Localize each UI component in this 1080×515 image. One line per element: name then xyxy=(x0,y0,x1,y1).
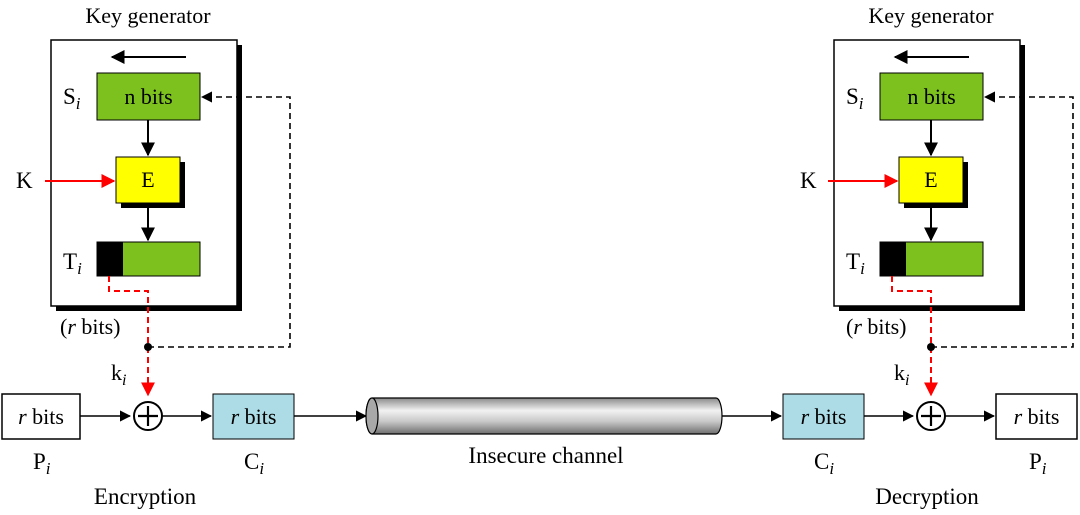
encryption-side: Key generator n bits Si E K Ti (r bits) … xyxy=(1,3,295,509)
ciphertext-box-label: r bits xyxy=(801,404,847,429)
key-generator-enc: Key generator n bits Si E K Ti xyxy=(16,3,242,311)
decryption-caption: Decryption xyxy=(875,484,979,509)
feedback-dashed xyxy=(148,91,291,348)
shift-register-label: n bits xyxy=(124,84,172,109)
xor-operator-enc xyxy=(133,401,163,431)
r-bits-label: (r bits) xyxy=(846,314,907,339)
t-register-label: Ti xyxy=(846,249,865,278)
channel-pipe-end xyxy=(365,397,379,435)
encryptor-label: E xyxy=(924,167,937,192)
feedback-dashed xyxy=(931,91,1074,348)
plaintext-label: Pi xyxy=(33,449,51,478)
s-register-label: Si xyxy=(846,84,864,113)
key-generator-dec: Key generator n bits Si E K Ti xyxy=(800,3,1025,311)
t-register-leftmost-bits xyxy=(97,242,123,276)
generator-title: Key generator xyxy=(85,3,211,28)
ciphertext-label: Ci xyxy=(814,449,834,478)
t-register-leftmost-bits xyxy=(880,242,906,276)
encryptor-box xyxy=(898,156,964,204)
key-label: K xyxy=(800,168,817,193)
plaintext-box-label: r bits xyxy=(1014,404,1060,429)
shift-register-box xyxy=(879,72,984,121)
t-register-label: Ti xyxy=(63,249,82,278)
plaintext-box-label: r bits xyxy=(18,404,64,429)
s-register-label: Si xyxy=(63,84,81,113)
k-label: ki xyxy=(894,360,909,389)
ciphertext-box-label: r bits xyxy=(231,404,277,429)
decryption-side: Key generator n bits Si E K Ti (r bits) … xyxy=(782,3,1078,509)
generator-title: Key generator xyxy=(868,3,994,28)
r-bits-label: (r bits) xyxy=(60,314,121,339)
ciphertext-box xyxy=(782,393,865,440)
insecure-channel: Insecure channel xyxy=(294,397,783,468)
channel-label: Insecure channel xyxy=(468,443,623,468)
k-label: ki xyxy=(111,360,126,389)
ciphertext-label: Ci xyxy=(244,449,264,478)
ciphertext-box xyxy=(212,393,295,440)
plaintext-label: Pi xyxy=(1029,449,1047,478)
encryptor-box xyxy=(115,156,181,204)
plaintext-box xyxy=(995,393,1078,440)
shift-register-label: n bits xyxy=(907,84,955,109)
encryptor-label: E xyxy=(141,167,154,192)
channel-pipe xyxy=(365,397,723,435)
key-label: K xyxy=(16,168,33,193)
xor-operator-dec xyxy=(916,401,946,431)
encryption-caption: Encryption xyxy=(94,484,197,509)
